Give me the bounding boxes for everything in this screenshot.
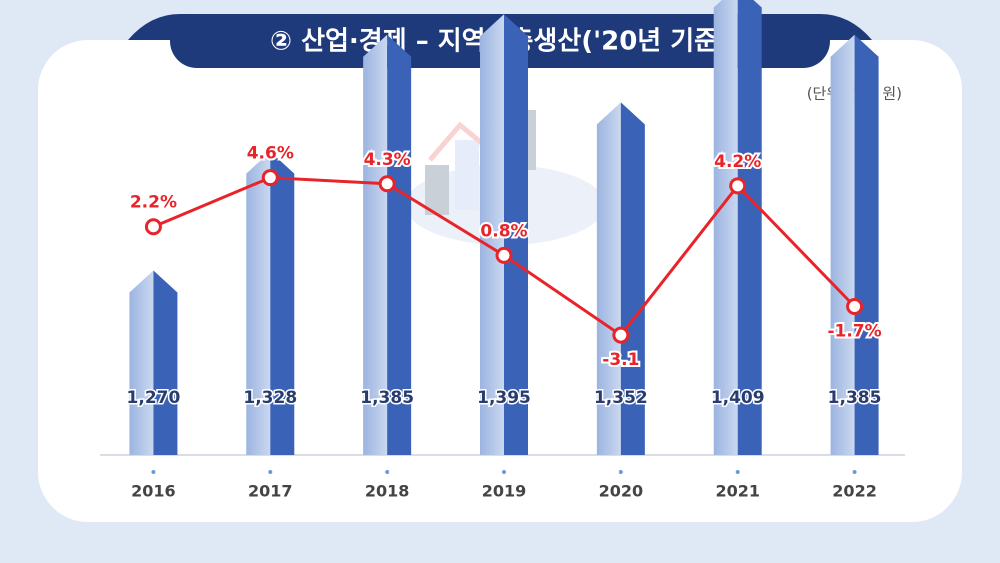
growth-point [495, 246, 513, 264]
bar-value-label: 1,395 [477, 388, 531, 408]
bar [363, 34, 412, 455]
x-tick-dot [735, 470, 740, 474]
x-tick-dot [385, 470, 390, 474]
growth-label: 2.2% [130, 193, 177, 213]
bar [246, 151, 295, 455]
growth-label: -3.1 [602, 350, 639, 370]
growth-label: 4.2% [714, 152, 761, 172]
x-tick-label: 2017 [248, 482, 293, 501]
x-tick-label: 2019 [482, 482, 527, 501]
x-tick-label: 2020 [599, 482, 644, 501]
growth-label: 4.3% [364, 150, 411, 170]
x-tick-dot [268, 470, 273, 474]
bar-value-label: 1,385 [828, 388, 882, 408]
x-tick-dot [151, 470, 156, 474]
bar [713, 0, 762, 455]
bar-left-face [246, 151, 271, 455]
growth-point [144, 218, 162, 236]
bar-left-face [713, 0, 738, 455]
x-tick-label: 2021 [715, 482, 760, 501]
bar-value-label: 1,270 [127, 388, 181, 408]
x-tick-dot [852, 470, 857, 474]
growth-point [612, 326, 630, 344]
x-tick-dot [502, 470, 506, 474]
growth-label: 0.8% [480, 221, 527, 241]
bar-right-face [153, 270, 178, 455]
bar-left-face [129, 270, 154, 455]
growth-point [846, 298, 864, 315]
bar-left-face [363, 34, 388, 455]
growth-point [261, 169, 279, 187]
x-tick-label: 2018 [365, 482, 410, 501]
x-tick-label: 2022 [832, 482, 877, 501]
bar [129, 270, 178, 455]
bar-right-face [737, 0, 762, 455]
bar-value-label: 1,352 [594, 388, 648, 408]
bar [596, 102, 645, 456]
bar-right-face [504, 14, 528, 455]
bar-value-label: 1,409 [711, 388, 765, 408]
bar-value-label: 1,385 [360, 388, 414, 408]
bar-right-face [387, 34, 412, 455]
growth-point [378, 175, 396, 193]
bar-left-face [830, 34, 855, 455]
bar-right-face [620, 102, 645, 456]
bar-value-label: 1,328 [243, 388, 297, 408]
growth-label: 4.6% [247, 144, 294, 164]
bar-left-face [480, 14, 504, 455]
x-tick-dot [618, 470, 623, 474]
x-tick-label: 2016 [131, 482, 176, 501]
bar [480, 14, 528, 455]
growth-label: -1.7% [827, 322, 881, 342]
bar-right-face [270, 151, 295, 455]
growth-point [729, 177, 747, 195]
bar-left-face [596, 102, 621, 456]
bar-right-face [854, 34, 879, 455]
bar [830, 34, 879, 455]
